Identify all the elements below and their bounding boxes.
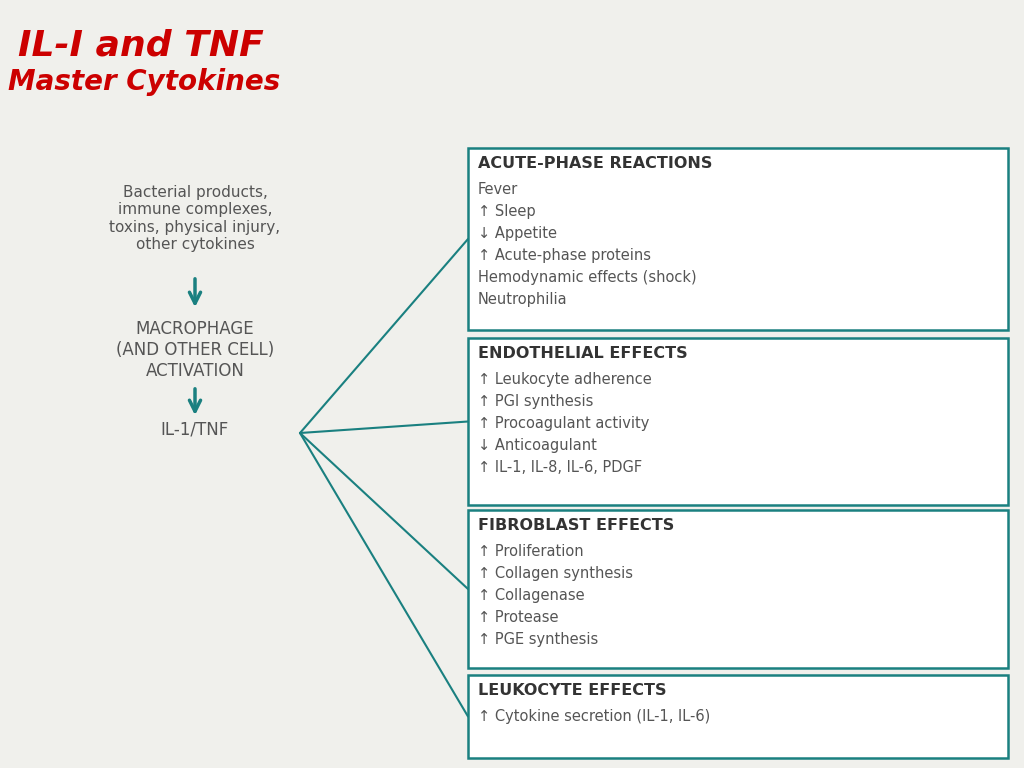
- Text: ↑ Procoagulant activity: ↑ Procoagulant activity: [478, 416, 649, 431]
- Text: ACUTE-PHASE REACTIONS: ACUTE-PHASE REACTIONS: [478, 156, 713, 171]
- Bar: [468, 675, 1008, 758]
- Bar: [468, 510, 1008, 668]
- Text: ENDOTHELIAL EFFECTS: ENDOTHELIAL EFFECTS: [478, 346, 688, 361]
- Text: ↑ PGI synthesis: ↑ PGI synthesis: [478, 394, 593, 409]
- Text: ↑ Acute-phase proteins: ↑ Acute-phase proteins: [478, 248, 651, 263]
- Text: ↑ Leukocyte adherence: ↑ Leukocyte adherence: [478, 372, 651, 387]
- Text: Bacterial products,
immune complexes,
toxins, physical injury,
other cytokines: Bacterial products, immune complexes, to…: [110, 185, 281, 252]
- Text: ↑ Collagenase: ↑ Collagenase: [478, 588, 585, 603]
- Text: LEUKOCYTE EFFECTS: LEUKOCYTE EFFECTS: [478, 683, 667, 698]
- Text: ↑ Collagen synthesis: ↑ Collagen synthesis: [478, 566, 633, 581]
- Text: ↑ Cytokine secretion (IL-1, IL-6): ↑ Cytokine secretion (IL-1, IL-6): [478, 709, 711, 724]
- Text: ↓ Appetite: ↓ Appetite: [478, 226, 557, 241]
- Bar: [468, 338, 1008, 505]
- Text: ↑ Protease: ↑ Protease: [478, 610, 558, 625]
- Text: ↓ Anticoagulant: ↓ Anticoagulant: [478, 438, 597, 453]
- Bar: [468, 148, 1008, 330]
- Text: ↑ Sleep: ↑ Sleep: [478, 204, 536, 219]
- Text: ↑ Proliferation: ↑ Proliferation: [478, 544, 584, 559]
- Text: Fever: Fever: [478, 182, 518, 197]
- Text: Master Cytokines: Master Cytokines: [8, 68, 281, 96]
- Text: IL-1/TNF: IL-1/TNF: [161, 421, 229, 439]
- Text: FIBROBLAST EFFECTS: FIBROBLAST EFFECTS: [478, 518, 674, 533]
- Text: ↑ PGE synthesis: ↑ PGE synthesis: [478, 632, 598, 647]
- Text: ↑ IL-1, IL-8, IL-6, PDGF: ↑ IL-1, IL-8, IL-6, PDGF: [478, 460, 642, 475]
- Text: Neutrophilia: Neutrophilia: [478, 292, 567, 307]
- Text: Hemodynamic effects (shock): Hemodynamic effects (shock): [478, 270, 696, 285]
- Text: IL-I and TNF: IL-I and TNF: [18, 28, 264, 62]
- Text: MACROPHAGE
(AND OTHER CELL)
ACTIVATION: MACROPHAGE (AND OTHER CELL) ACTIVATION: [116, 320, 274, 379]
